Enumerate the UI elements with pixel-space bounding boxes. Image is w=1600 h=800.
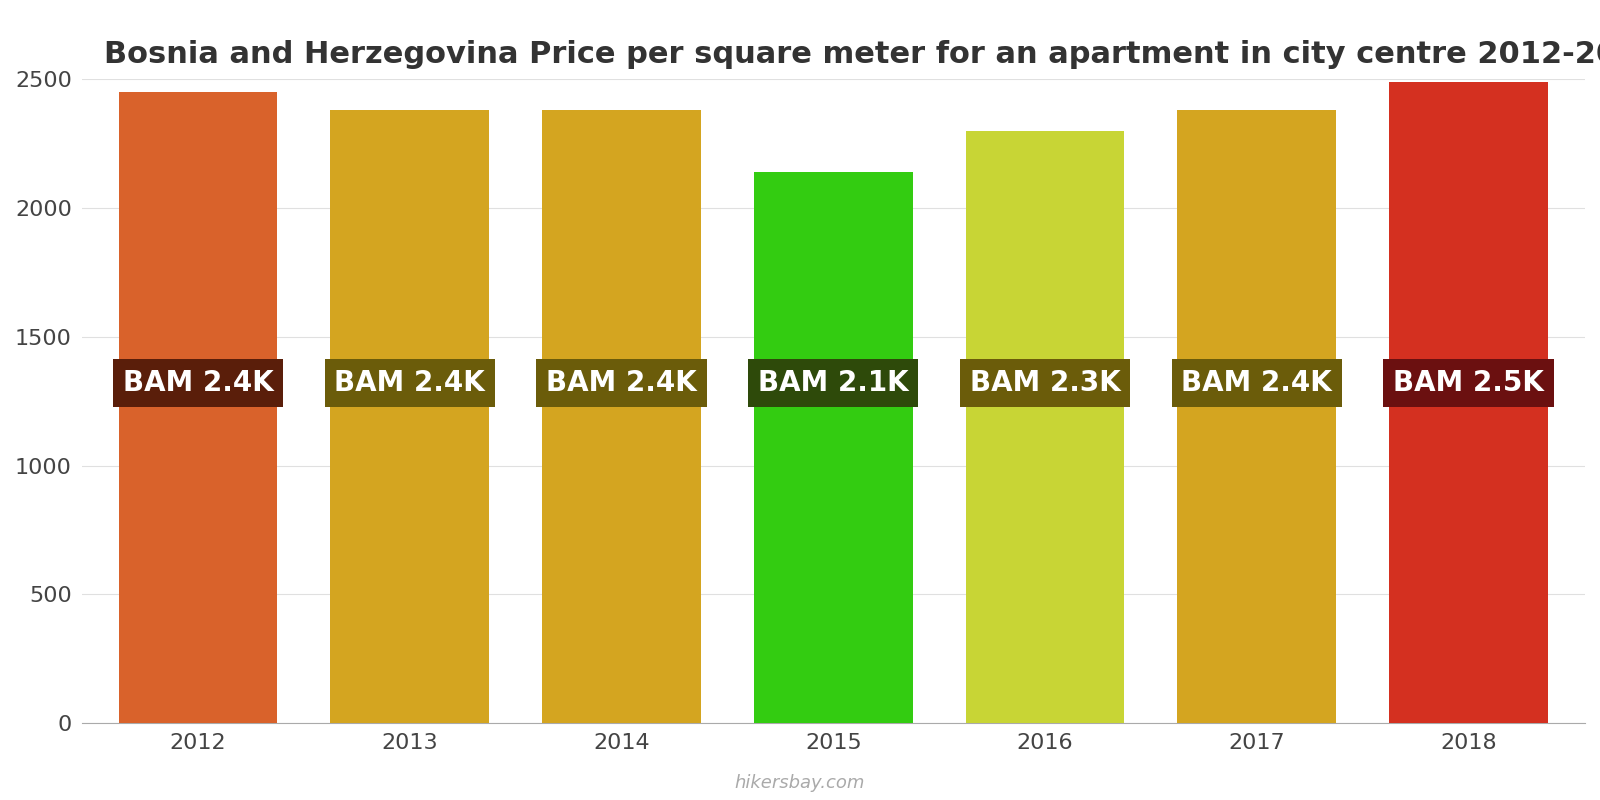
Bar: [966, 130, 1125, 723]
Bar: [1389, 82, 1547, 723]
Bar: [330, 110, 490, 723]
Text: BAM 2.4K: BAM 2.4K: [1181, 369, 1333, 397]
Text: BAM 2.4K: BAM 2.4K: [334, 369, 485, 397]
Bar: [118, 92, 277, 723]
Text: BAM 2.4K: BAM 2.4K: [546, 369, 698, 397]
Bar: [542, 110, 701, 723]
Bar: [754, 172, 912, 723]
Text: BAM 2.3K: BAM 2.3K: [970, 369, 1120, 397]
Bar: [1178, 110, 1336, 723]
Text: BAM 2.4K: BAM 2.4K: [123, 369, 274, 397]
Text: BAM 2.1K: BAM 2.1K: [758, 369, 909, 397]
Text: hikersbay.com: hikersbay.com: [734, 774, 866, 792]
Text: BAM 2.5K: BAM 2.5K: [1394, 369, 1544, 397]
Text: Bosnia and Herzegovina Price per square meter for an apartment in city centre 20: Bosnia and Herzegovina Price per square …: [104, 40, 1600, 69]
